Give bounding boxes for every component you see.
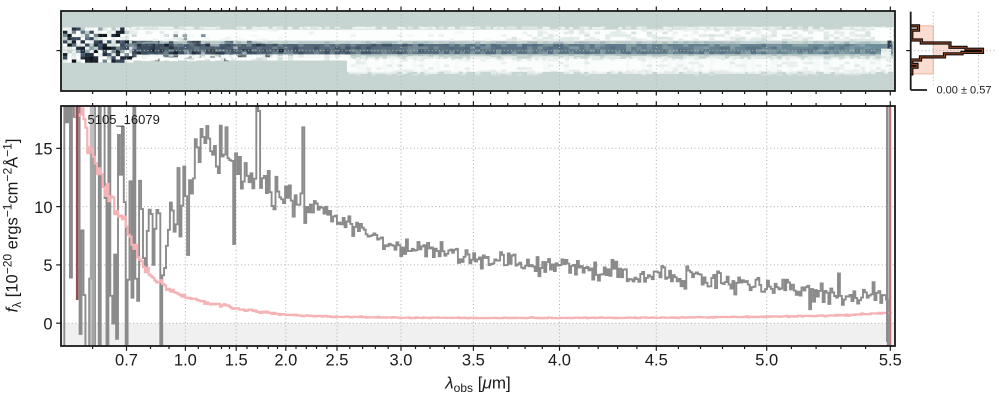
svg-text:fλ [10−20 ergs−1cm−2Å−1]: fλ [10−20 ergs−1cm−2Å−1] xyxy=(1,139,25,313)
svg-text:1.5: 1.5 xyxy=(225,352,248,370)
svg-text:1.0: 1.0 xyxy=(174,352,197,370)
svg-text:4.0: 4.0 xyxy=(548,352,571,370)
svg-text:0: 0 xyxy=(43,315,52,333)
svg-text:3.0: 3.0 xyxy=(390,352,413,370)
svg-text:3.5: 3.5 xyxy=(462,352,485,370)
svg-text:4.5: 4.5 xyxy=(645,352,668,370)
svg-text:5.0: 5.0 xyxy=(755,352,778,370)
svg-text:2.5: 2.5 xyxy=(326,352,349,370)
svg-text:5: 5 xyxy=(43,257,52,275)
svg-text:λobs [μm]: λobs [μm] xyxy=(444,374,510,396)
svg-text:2.0: 2.0 xyxy=(274,352,297,370)
svg-text:0.7: 0.7 xyxy=(115,352,138,370)
svg-text:10: 10 xyxy=(34,199,52,217)
svg-text:5.5: 5.5 xyxy=(879,352,902,370)
svg-text:15: 15 xyxy=(34,141,52,159)
svg-text:5105_16079: 5105_16079 xyxy=(88,112,160,127)
svg-text:0.00 ± 0.57: 0.00 ± 0.57 xyxy=(937,85,992,97)
